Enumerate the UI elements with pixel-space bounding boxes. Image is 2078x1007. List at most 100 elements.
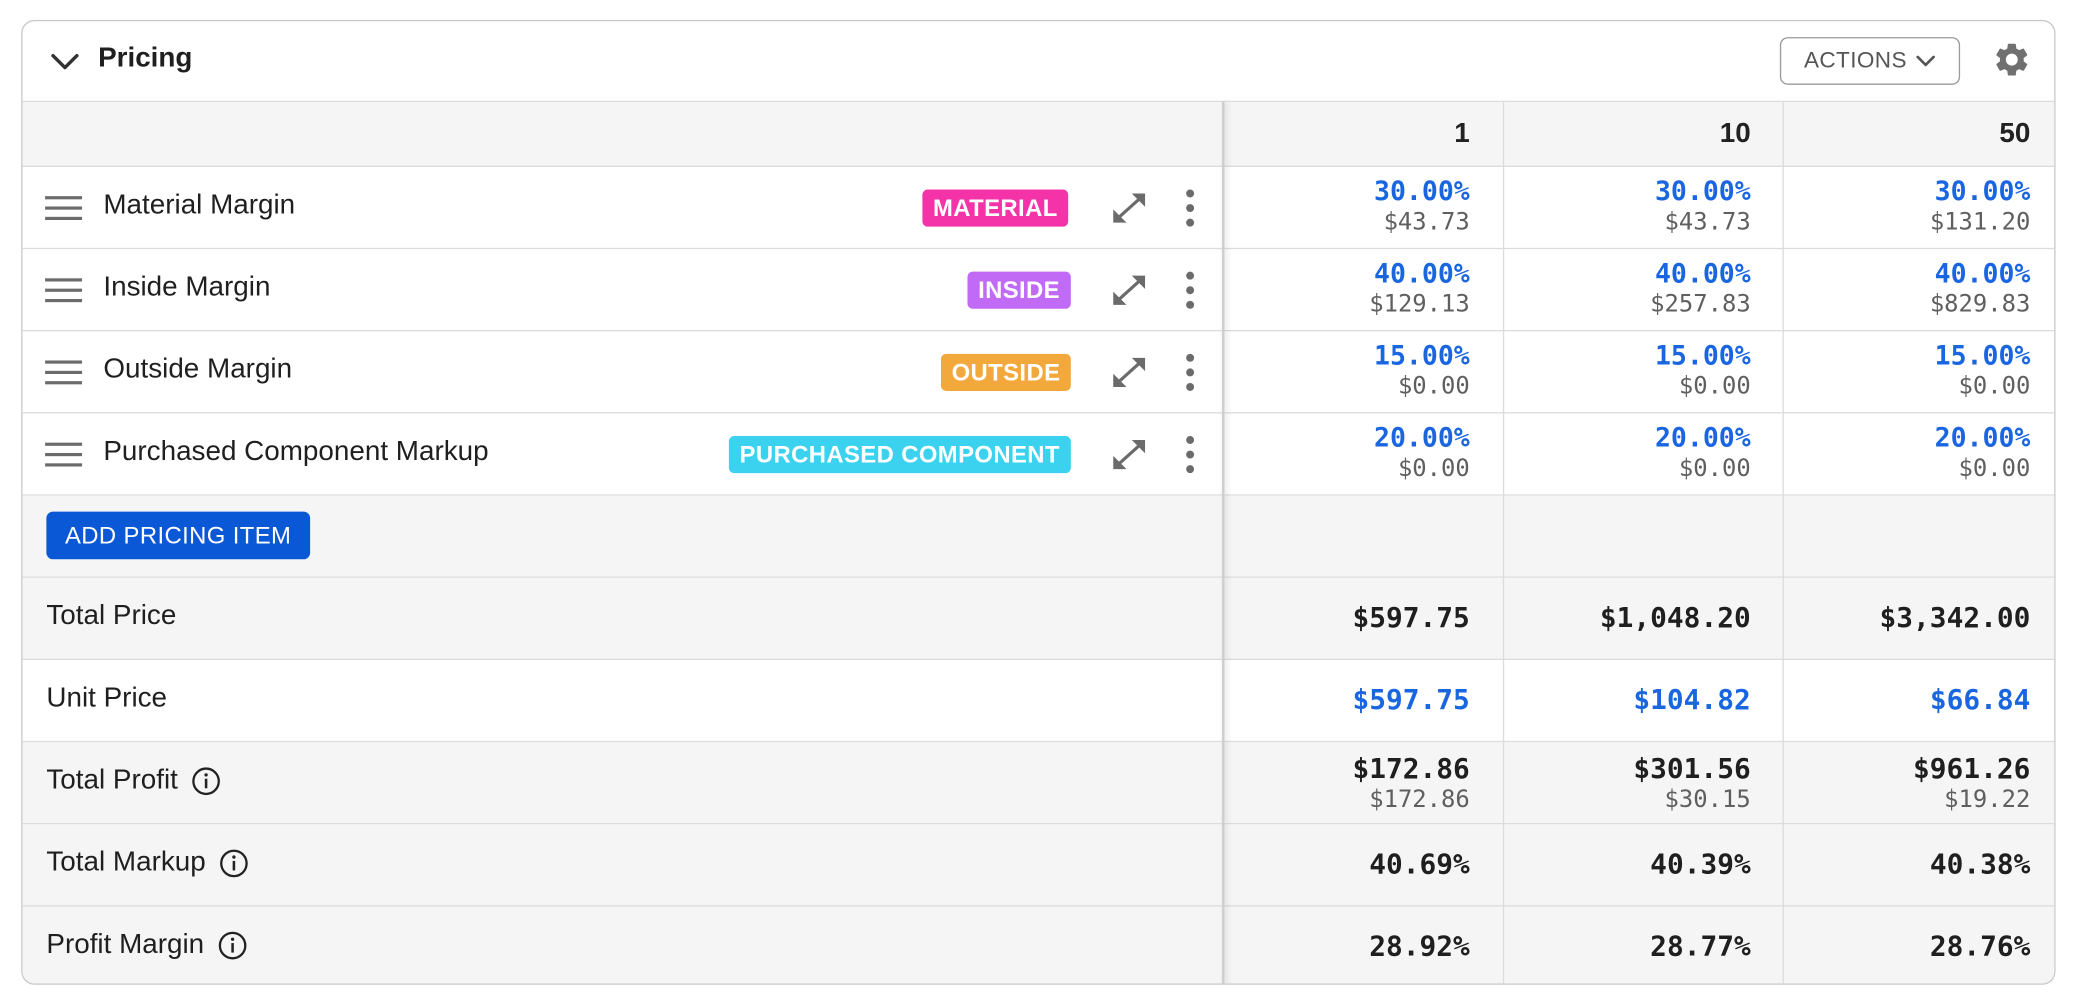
expand-icon[interactable] <box>1109 272 1149 309</box>
profit-margin-label: Profit Margin <box>46 929 248 961</box>
pricing-item-row: Inside Margin INSIDE 40.00% $129.13 40.00… <box>22 249 2055 332</box>
margin-percent: 15.00% <box>1374 339 1470 372</box>
frozen-column-divider <box>1221 102 1225 984</box>
outside-badge[interactable]: OUTSIDE <box>940 353 1071 391</box>
item-value-cell[interactable]: 40.00% $829.83 <box>1784 249 2031 330</box>
panel-title: Pricing <box>98 42 193 73</box>
unit-price-label: Unit Price <box>46 683 167 715</box>
margin-amount: $0.00 <box>1958 372 2031 401</box>
column-header-qty-50: 50 <box>1999 117 2031 149</box>
add-item-row: ADD PRICING ITEM <box>22 495 2055 578</box>
purchased-component-badge[interactable]: PURCHASED COMPONENT <box>728 436 1071 474</box>
item-value-cell[interactable]: 30.00% $43.73 <box>1504 167 1751 248</box>
total-price-value: $597.75 <box>1352 601 1470 634</box>
margin-amount: $129.13 <box>1369 290 1470 319</box>
column-header-qty-1: 1 <box>1454 117 1470 149</box>
margin-percent: 40.00% <box>1934 257 2031 289</box>
column-divider <box>1782 102 1784 984</box>
item-value-cell[interactable]: 15.00% $0.00 <box>1504 331 1751 412</box>
total-price-row: Total Price $597.75 $1,048.20 $3,342.00 <box>22 577 2055 660</box>
profit-margin-label-text: Profit Margin <box>46 929 205 960</box>
drag-handle-icon[interactable] <box>45 441 83 468</box>
inside-badge[interactable]: INSIDE <box>967 271 1071 309</box>
actions-button[interactable]: ACTIONS <box>1779 37 1961 85</box>
item-value-cell[interactable]: 20.00% $0.00 <box>1784 413 2031 494</box>
total-profit-cell: $961.26 $19.22 <box>1784 742 2031 823</box>
total-profit-value: $961.26 <box>1913 752 2031 785</box>
unit-price-value[interactable]: $66.84 <box>1929 683 2031 716</box>
info-icon[interactable] <box>191 765 221 795</box>
chevron-down-icon[interactable] <box>49 48 81 77</box>
info-icon[interactable] <box>217 930 247 960</box>
total-profit-label-text: Total Profit <box>46 764 178 796</box>
item-value-cell[interactable]: 40.00% $129.13 <box>1223 249 1470 330</box>
drag-handle-icon[interactable] <box>45 359 83 386</box>
margin-percent: 20.00% <box>1934 421 2031 454</box>
margin-amount: $43.73 <box>1664 208 1751 236</box>
pricing-item-name: Inside Margin <box>103 271 271 303</box>
actions-button-label: ACTIONS <box>1803 47 1907 73</box>
total-profit-label: Total Profit <box>46 765 221 797</box>
pricing-item-name: Material Margin <box>103 189 296 220</box>
profit-per-unit: $172.86 <box>1369 785 1470 814</box>
pricing-item-row: Material Margin MATERIAL 30.00% $43.73 30… <box>22 167 2055 250</box>
total-profit-cell: $172.86 $172.86 <box>1223 742 1470 823</box>
margin-amount: $0.00 <box>1397 454 1470 483</box>
margin-amount: $131.20 <box>1929 208 2031 236</box>
item-value-cell[interactable]: 20.00% $0.00 <box>1504 413 1751 494</box>
column-header-row: 1 10 50 <box>22 102 2055 167</box>
profit-margin-value: 28.92% <box>1369 930 1470 963</box>
unit-price-value[interactable]: $104.82 <box>1633 683 1751 716</box>
unit-price-label-text: Unit Price <box>46 682 168 714</box>
expand-icon[interactable] <box>1109 354 1149 391</box>
profit-per-unit: $30.15 <box>1664 785 1751 814</box>
more-options-icon[interactable] <box>1182 187 1198 229</box>
item-value-cell[interactable]: 40.00% $257.83 <box>1504 249 1751 330</box>
margin-percent: 15.00% <box>1934 339 2031 372</box>
margin-amount: $257.83 <box>1650 290 1751 319</box>
item-value-cell[interactable]: 20.00% $0.00 <box>1223 413 1470 494</box>
expand-icon[interactable] <box>1109 436 1149 473</box>
total-markup-label: Total Markup <box>46 847 249 879</box>
item-value-cell[interactable]: 30.00% $43.73 <box>1223 167 1470 248</box>
pricing-item-name: Purchased Component Markup <box>103 436 489 467</box>
unit-price-value[interactable]: $597.75 <box>1352 683 1470 716</box>
total-price-label-text: Total Price <box>46 600 177 631</box>
column-header-qty-10: 10 <box>1719 117 1751 149</box>
total-markup-value: 40.69% <box>1369 848 1470 880</box>
unit-price-row: Unit Price $597.75 $104.82 $66.84 <box>22 660 2055 743</box>
margin-percent: 30.00% <box>1934 174 2031 207</box>
gear-icon[interactable] <box>1992 40 2032 80</box>
info-icon[interactable] <box>219 848 249 878</box>
margin-percent: 40.00% <box>1654 257 1751 289</box>
margin-percent: 20.00% <box>1374 421 1470 454</box>
pricing-item-row: Outside Margin OUTSIDE 15.00% $0.00 15.00… <box>22 331 2055 414</box>
item-value-cell[interactable]: 15.00% $0.00 <box>1223 331 1470 412</box>
total-price-label: Total Price <box>46 600 176 632</box>
total-markup-value: 40.39% <box>1650 848 1751 880</box>
pricing-item-name: Outside Margin <box>103 353 293 385</box>
more-options-icon[interactable] <box>1182 351 1198 393</box>
margin-percent: 30.00% <box>1374 174 1470 207</box>
material-badge[interactable]: MATERIAL <box>922 189 1069 227</box>
total-profit-value: $172.86 <box>1352 752 1470 785</box>
item-value-cell[interactable]: 30.00% $131.20 <box>1784 167 2031 248</box>
margin-percent: 20.00% <box>1654 421 1751 454</box>
margin-amount: $43.73 <box>1383 208 1470 236</box>
add-pricing-item-button[interactable]: ADD PRICING ITEM <box>46 511 310 560</box>
total-price-value: $3,342.00 <box>1879 601 2031 634</box>
drag-handle-icon[interactable] <box>45 277 83 304</box>
margin-percent: 30.00% <box>1654 174 1751 207</box>
pricing-panel: Pricing ACTIONS 1 10 50 Material Margin … <box>21 19 2056 985</box>
expand-icon[interactable] <box>1109 190 1149 227</box>
profit-per-unit: $19.22 <box>1944 785 2031 814</box>
profit-margin-value: 28.76% <box>1929 930 2031 963</box>
total-profit-cell: $301.56 $30.15 <box>1504 742 1751 823</box>
item-value-cell[interactable]: 15.00% $0.00 <box>1784 331 2031 412</box>
total-markup-row: Total Markup 40.69% 40.39% 40.38% <box>22 824 2055 907</box>
more-options-icon[interactable] <box>1182 433 1198 475</box>
drag-handle-icon[interactable] <box>45 195 83 222</box>
more-options-icon[interactable] <box>1182 269 1198 311</box>
total-price-value: $1,048.20 <box>1599 601 1751 634</box>
total-profit-row: Total Profit $172.86 $172.86 $301.56 $30.1… <box>22 742 2055 825</box>
